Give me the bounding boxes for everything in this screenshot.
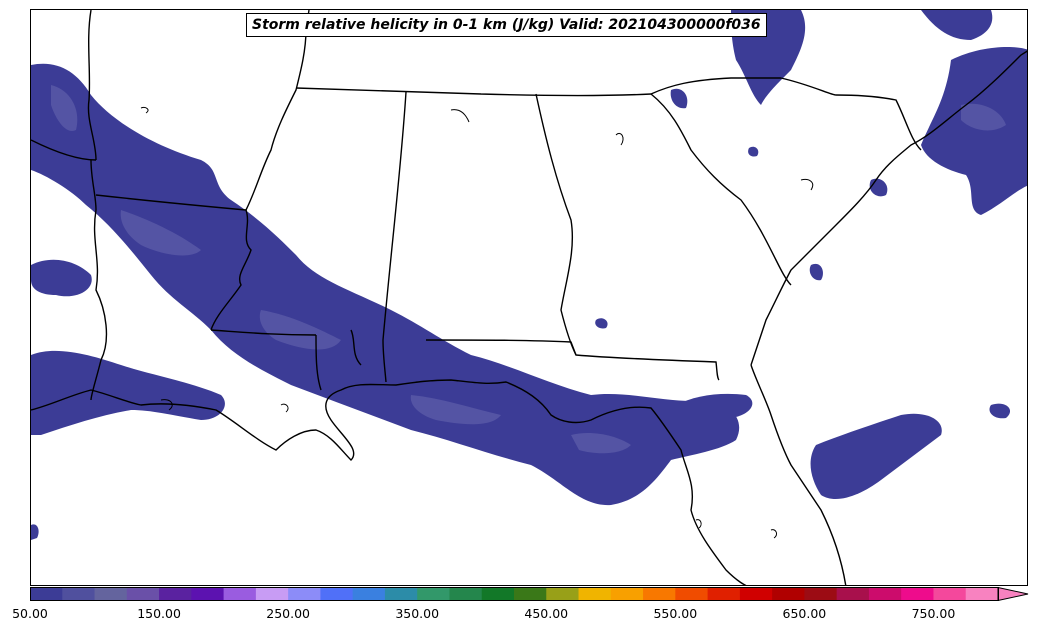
colorbar-tick-label: 250.00 — [266, 606, 310, 621]
border-ar-la — [210, 329, 317, 336]
helicity-cell-4 — [595, 318, 608, 329]
colorbar-tick-label: 550.00 — [653, 606, 698, 621]
border-al-fl — [425, 339, 720, 381]
colorbar-swatch — [191, 587, 225, 601]
river-mississippi — [87, 10, 97, 161]
lakes — [140, 107, 814, 539]
border-tn-north — [295, 77, 781, 97]
border-la-inner — [350, 329, 362, 366]
helicity-cell-2 — [869, 178, 888, 197]
helicity-cell-6 — [31, 524, 39, 540]
colorbar — [30, 587, 1029, 601]
colorbar-tick-label: 750.00 — [911, 606, 956, 621]
colorbar-tick-label: 650.00 — [782, 606, 827, 621]
political-boundaries — [31, 10, 1027, 585]
colorbar-swatch — [739, 587, 773, 601]
colorbar-swatch — [449, 587, 483, 601]
colorbar-swatch — [30, 587, 63, 601]
helicity-band-florida — [810, 413, 942, 500]
border-ms-al — [382, 91, 407, 383]
colorbar-ticks — [30, 600, 934, 601]
colorbar-swatch — [384, 587, 418, 601]
colorbar-swatch — [223, 587, 257, 601]
coastline-florida-east — [750, 364, 847, 585]
colorbar-extend-arrow — [997, 587, 1029, 601]
helicity-band-west — [31, 259, 92, 297]
colorbar-swatch — [901, 587, 934, 601]
colorbar-tick-label: 150.00 — [137, 606, 181, 621]
colorbar-swatch — [320, 587, 354, 601]
river-ms-la — [245, 10, 310, 211]
colorbar-swatch — [578, 587, 612, 601]
helicity-shading-level2 — [51, 85, 1006, 454]
colorbar-swatch — [675, 587, 709, 601]
colorbar-tick-label: 50.00 — [12, 606, 48, 621]
border-lower-left — [90, 159, 108, 401]
border-al-ga — [535, 93, 577, 356]
colorbar-swatch — [804, 587, 838, 601]
map-canvas — [31, 10, 1027, 585]
helicity-band-gulf-east — [676, 393, 753, 420]
helicity-band-atlantic — [921, 47, 1027, 215]
colorbar-tick-label: 350.00 — [395, 606, 440, 621]
colorbar-swatches — [30, 587, 999, 601]
helicity-cell-7 — [748, 146, 759, 157]
colorbar-swatch — [643, 587, 676, 601]
colorbar-swatch — [481, 587, 515, 601]
border-nc-sc — [780, 77, 922, 151]
colorbar-swatch — [159, 587, 192, 601]
colorbar-swatch — [288, 587, 321, 601]
border-ok-tx — [31, 139, 97, 161]
border-ga-sc — [650, 93, 792, 286]
map-title: Storm relative helicity in 0-1 km (J/kg)… — [246, 13, 767, 37]
colorbar-swatch — [965, 587, 999, 601]
colorbar-swatch — [772, 587, 805, 601]
map-plot-area[interactable] — [30, 9, 1028, 586]
border-ok-ar — [95, 194, 247, 211]
colorbar-swatch — [610, 587, 644, 601]
river-ar-ms — [210, 209, 252, 331]
border-ms-la-south — [315, 334, 322, 391]
colorbar-swatch — [546, 587, 580, 601]
colorbar-swatch — [255, 587, 289, 601]
colorbar-swatch — [836, 587, 870, 601]
colorbar-swatch — [94, 587, 128, 601]
colorbar-swatch — [352, 587, 386, 601]
colorbar-swatch — [514, 587, 547, 601]
colorbar-swatch — [126, 587, 160, 601]
helicity-shading — [31, 10, 1027, 540]
coastline-gulf — [31, 379, 747, 585]
colorbar-swatch — [933, 587, 967, 601]
colorbar-swatch — [417, 587, 450, 601]
helicity-band-texas — [31, 350, 225, 435]
helicity-cell-1 — [670, 88, 688, 109]
colorbar-outline — [30, 587, 999, 601]
colorbar-swatch — [707, 587, 741, 601]
helicity-cell-3 — [809, 263, 823, 281]
helicity-cell-5 — [989, 403, 1011, 419]
helicity-band-central — [31, 63, 740, 506]
helicity-band-ne2 — [921, 10, 993, 40]
coastline-atlantic — [750, 50, 1027, 366]
colorbar-swatch — [868, 587, 902, 601]
colorbar-swatch — [62, 587, 96, 601]
colorbar-tick-label: 450.00 — [524, 606, 569, 621]
